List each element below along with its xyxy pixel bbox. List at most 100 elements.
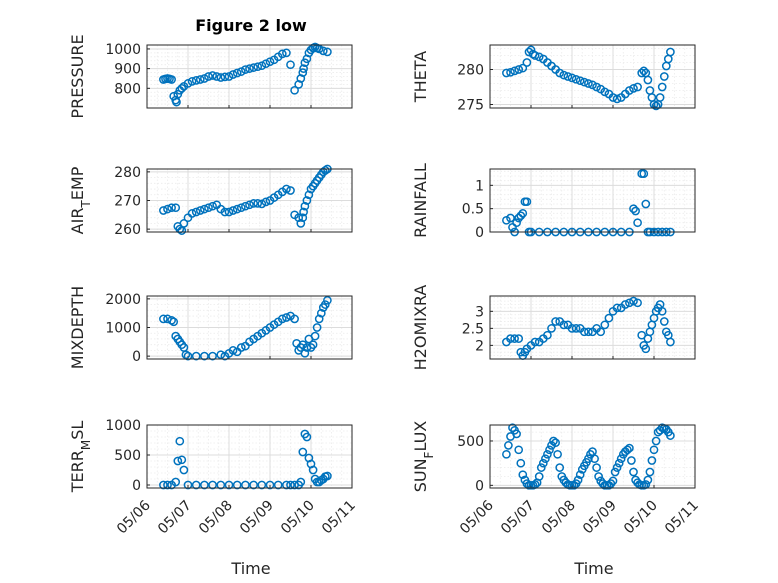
data-point [183, 79, 193, 88]
series-pressure [159, 42, 332, 107]
data-point [651, 436, 661, 446]
data-point [318, 46, 328, 56]
data-point [559, 70, 569, 80]
y-tick-label: 800 [114, 81, 141, 97]
data-point [273, 480, 283, 490]
data-point [522, 58, 532, 67]
data-point [567, 324, 577, 333]
x-axis-label-left: Time [230, 559, 270, 578]
data-point [298, 68, 308, 77]
data-point [659, 317, 669, 326]
data-point [534, 52, 544, 62]
data-point [261, 59, 271, 69]
data-point [502, 449, 511, 459]
data-point [541, 454, 550, 464]
data-point [277, 314, 287, 324]
data-point [579, 327, 589, 337]
data-point [543, 449, 552, 459]
data-point [245, 200, 254, 210]
data-point [224, 207, 234, 217]
data-point [666, 431, 675, 440]
data-point [236, 67, 246, 76]
data-point [204, 72, 213, 81]
data-point [512, 218, 521, 228]
series-mixdepth [159, 295, 332, 361]
data-point [518, 63, 528, 73]
data-point [257, 199, 267, 209]
data-point [504, 441, 513, 450]
data-point [245, 64, 254, 73]
data-point [228, 206, 238, 215]
data-point [163, 204, 172, 214]
axes-frame [146, 44, 353, 109]
y-tick-label: 0.5 [462, 202, 484, 218]
data-point [592, 82, 601, 92]
y-tick-label: 900 [114, 62, 141, 78]
axes-frame [146, 168, 353, 233]
y-axis-label-theta: THETA [411, 51, 430, 103]
data-point [555, 68, 565, 78]
data-point [312, 323, 322, 332]
y-tick-label: 500 [114, 448, 141, 464]
y-axis-label-mixdepth: MIXDEPTH [68, 286, 87, 369]
data-point [208, 480, 217, 490]
y-axis-label-terr-msl: TERRMSL [68, 421, 93, 494]
data-point [629, 204, 638, 214]
data-point [191, 207, 201, 217]
data-point [575, 470, 585, 480]
y-tick-label: 1000 [105, 418, 141, 434]
data-point [177, 83, 187, 93]
data-point [614, 458, 624, 468]
data-point [659, 72, 669, 81]
y-axis-label-pressure: PRESSURE [68, 34, 87, 118]
data-point [294, 213, 304, 223]
data-point [159, 206, 168, 215]
data-point [286, 60, 295, 70]
data-point [228, 346, 238, 355]
y-tick-label: 275 [457, 98, 484, 114]
data-point [257, 480, 267, 490]
data-point [647, 456, 657, 465]
subplot-air-temp: 260 270 280 AIRTEMP [68, 164, 353, 238]
y-tick-label: 1 [475, 178, 484, 194]
data-point [625, 86, 634, 95]
data-point [224, 480, 234, 490]
data-point [261, 197, 271, 207]
data-point [543, 330, 552, 340]
data-point [187, 77, 197, 86]
data-point [559, 320, 569, 330]
series-h2omixra [502, 296, 675, 360]
data-point [300, 348, 310, 358]
data-point [187, 209, 197, 218]
data-point [588, 80, 597, 90]
data-point [639, 66, 649, 76]
data-point [200, 204, 209, 214]
data-point [641, 344, 651, 354]
data-point [220, 72, 230, 82]
subplot-theta: 275 280 THETA [411, 44, 696, 114]
data-point [666, 47, 675, 57]
data-point [633, 298, 642, 308]
series-terr-msl [159, 429, 332, 490]
data-point [612, 303, 622, 313]
axes-frame [489, 295, 696, 360]
y-axis-label-sun-flux: SUNFLUX [411, 421, 436, 493]
data-point [167, 75, 176, 84]
data-point [637, 68, 647, 78]
data-point [220, 207, 230, 217]
data-point [171, 203, 181, 213]
data-point [167, 315, 176, 325]
data-point [208, 201, 217, 211]
data-point [277, 49, 287, 59]
data-point [296, 477, 306, 487]
series-air-temp [159, 164, 332, 235]
data-point [167, 203, 176, 213]
y-tick-label: 2.5 [462, 321, 484, 337]
data-point [518, 208, 528, 218]
data-point [655, 93, 665, 102]
data-point [518, 470, 528, 480]
data-point [299, 207, 308, 217]
data-point [200, 74, 209, 83]
data-point [195, 206, 205, 215]
data-point [575, 76, 585, 86]
